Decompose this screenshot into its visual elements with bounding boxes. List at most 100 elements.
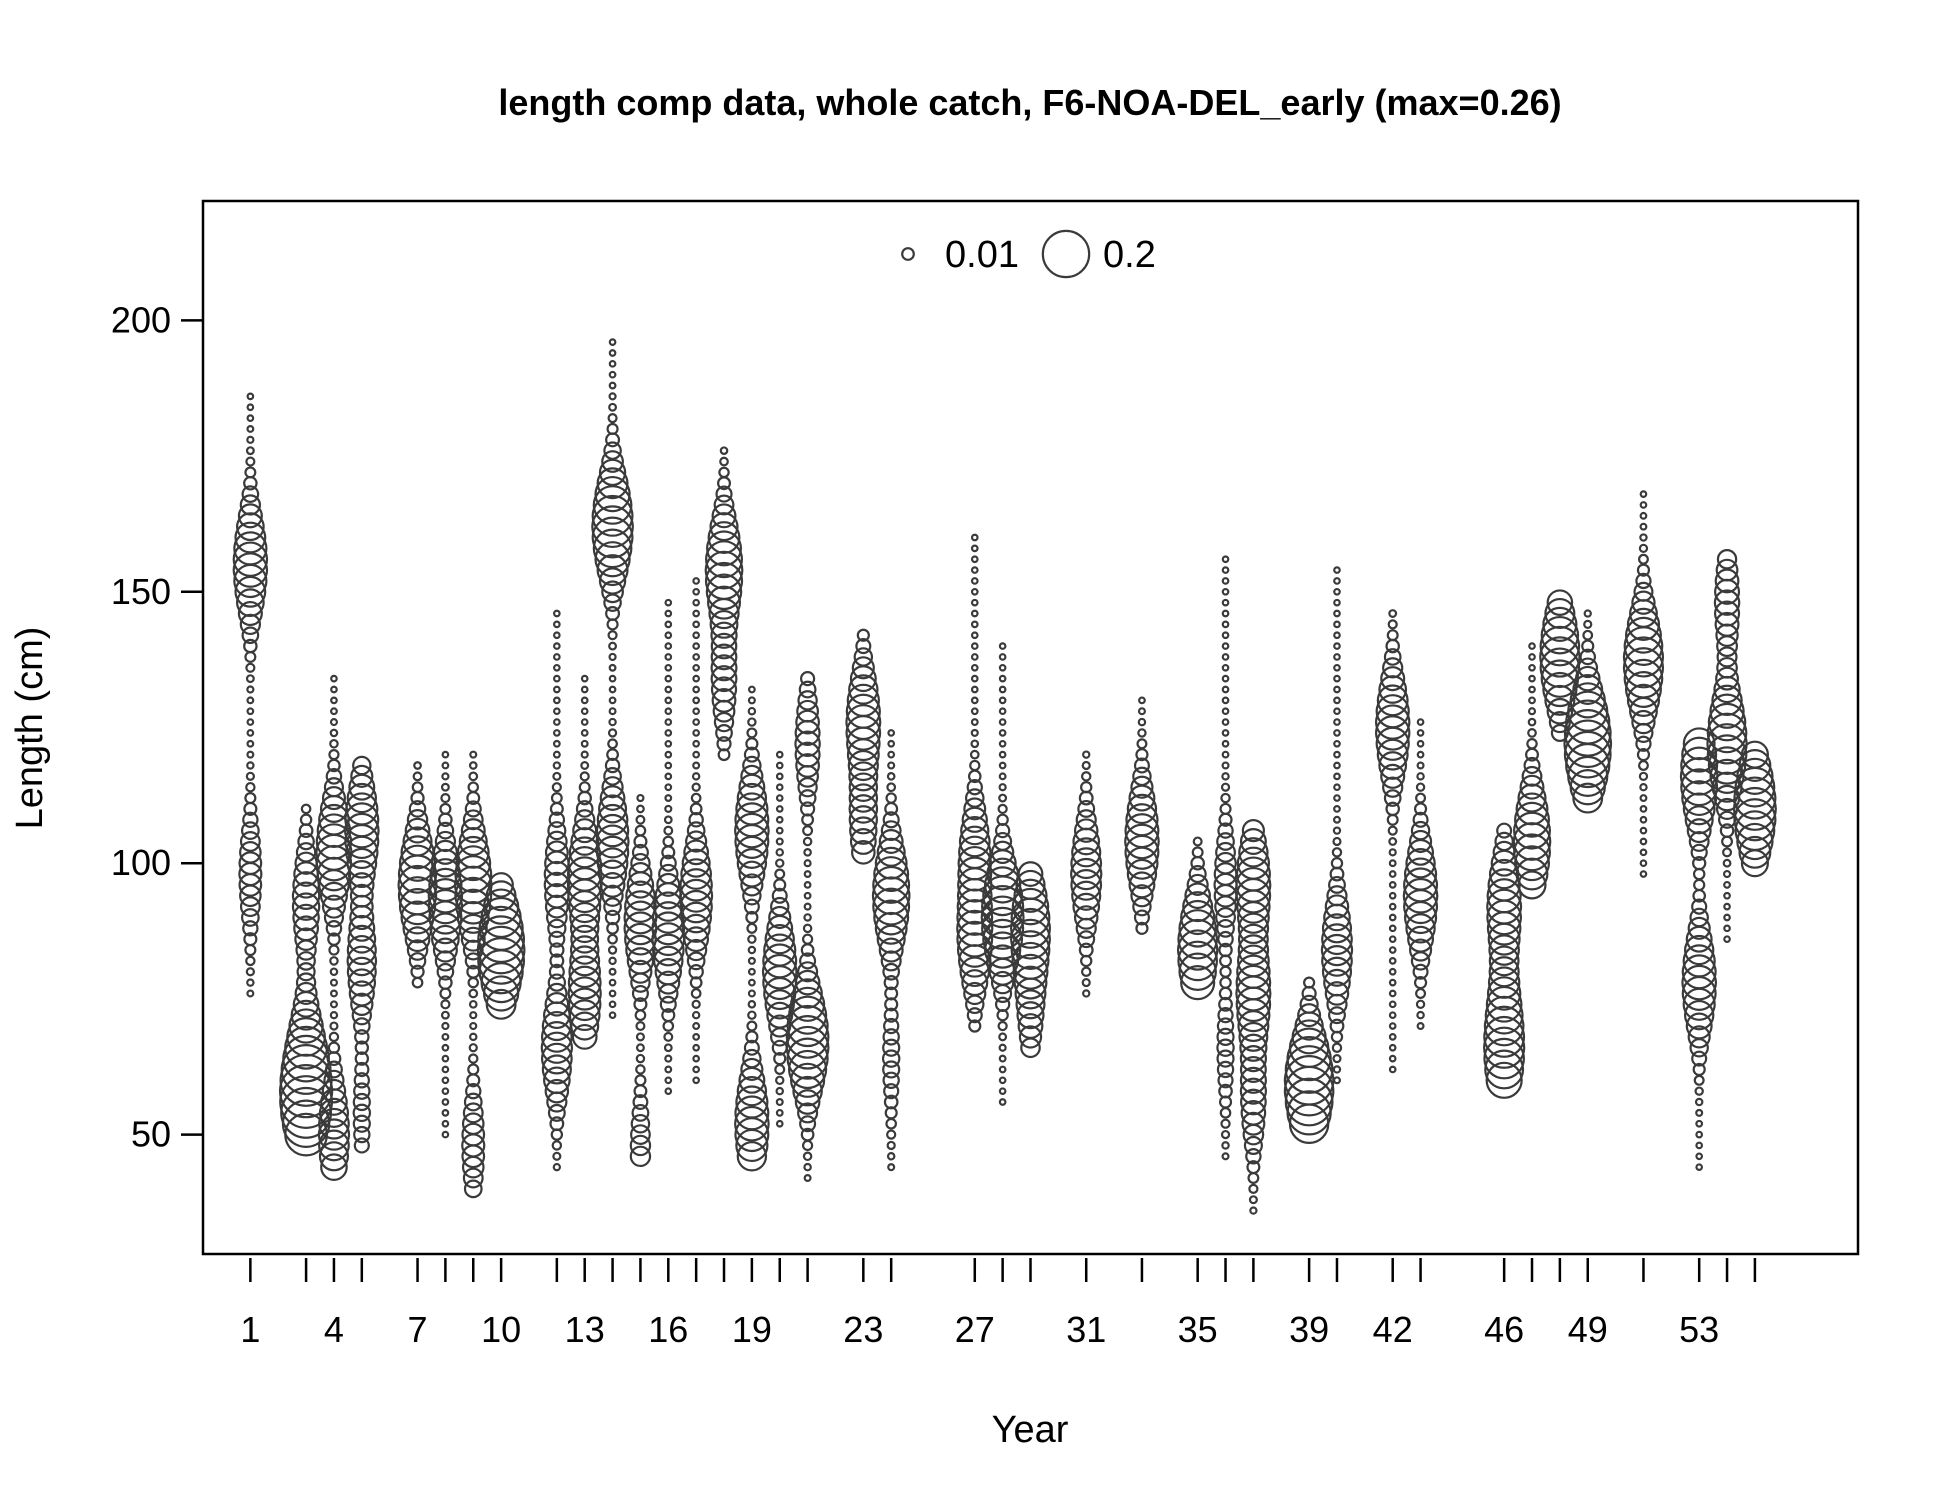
bubble-point xyxy=(680,858,713,890)
bubble-point xyxy=(1734,810,1776,852)
bubble-point xyxy=(1217,822,1234,839)
bubble-point xyxy=(1723,880,1731,889)
bubble-point xyxy=(968,1019,982,1033)
bubble-point xyxy=(1221,663,1230,672)
year-column xyxy=(845,628,882,865)
bubble-point xyxy=(1137,717,1147,727)
x-tick-label: 23 xyxy=(843,1309,883,1350)
x-tick-label: 31 xyxy=(1066,1309,1106,1350)
year-column xyxy=(1679,727,1719,1171)
bubble-point xyxy=(961,969,989,997)
bubble-point xyxy=(1488,934,1520,966)
bubble-point xyxy=(553,609,561,618)
bubble-point xyxy=(692,620,700,629)
bubble-point xyxy=(244,792,257,805)
bubble-point xyxy=(1528,696,1536,705)
bubble-point xyxy=(608,338,617,346)
bubble-point xyxy=(886,1152,896,1161)
bubble-point xyxy=(608,978,617,987)
bubble-point xyxy=(998,685,1007,694)
bubble-point xyxy=(1716,549,1738,570)
bubble-point xyxy=(540,1031,574,1064)
bubble-point xyxy=(547,973,567,992)
bubble-point xyxy=(591,516,634,559)
year-column xyxy=(591,338,634,1020)
bubble-point xyxy=(664,1076,673,1085)
bubble-point xyxy=(786,1004,829,1048)
bubble-point xyxy=(845,693,881,729)
bubble-point xyxy=(1512,822,1552,861)
bubble-point xyxy=(1405,913,1436,944)
bubble-point xyxy=(766,1001,794,1029)
bubble-point xyxy=(1241,1111,1266,1136)
bubble-point xyxy=(295,972,317,993)
bubble-point xyxy=(460,818,486,844)
bubble-point xyxy=(1527,728,1537,738)
bubble-point xyxy=(1374,704,1411,740)
bubble-point xyxy=(1639,870,1648,878)
bubble-point xyxy=(958,825,991,858)
bubble-point xyxy=(1130,775,1154,799)
year-column xyxy=(1213,555,1238,1161)
bubble-point xyxy=(794,969,821,996)
bubble-point xyxy=(607,738,618,750)
bubble-point xyxy=(553,696,561,705)
bubble-point xyxy=(1542,671,1578,708)
bubble-point xyxy=(242,811,259,828)
bubble-point xyxy=(882,1038,901,1057)
bubble-point xyxy=(692,631,700,640)
bubble-point xyxy=(1388,1065,1397,1074)
bubble-point xyxy=(771,887,788,904)
bubble-point xyxy=(1683,934,1715,966)
bubble-point xyxy=(1388,913,1397,922)
bubble-point xyxy=(775,815,784,824)
bubble-point xyxy=(705,540,744,579)
bubble-point xyxy=(344,802,380,838)
bubble-point xyxy=(596,803,629,836)
bubble-point xyxy=(1682,944,1716,978)
bubble-point xyxy=(569,935,600,965)
bubble-point xyxy=(349,872,375,898)
bubble-point xyxy=(798,789,817,807)
bubble-point xyxy=(293,915,320,942)
bubble-point xyxy=(1567,690,1609,732)
bubble-point xyxy=(882,1060,901,1079)
bubble-point xyxy=(570,827,600,856)
bubble-point xyxy=(345,792,379,826)
bubble-point xyxy=(1408,938,1433,962)
bubble-point xyxy=(595,813,630,848)
bubble-point xyxy=(664,631,673,640)
bubble-point xyxy=(608,402,618,412)
bubble-point xyxy=(1243,1135,1263,1155)
bubble-point xyxy=(1236,944,1270,978)
bubble-point xyxy=(1513,811,1551,850)
bubble-point xyxy=(710,643,738,671)
bubble-point xyxy=(1221,1141,1230,1150)
year-column xyxy=(785,671,830,1183)
bubble-point xyxy=(785,1025,830,1070)
bubble-point xyxy=(797,777,818,798)
bubble-point xyxy=(1486,888,1523,925)
bubble-point xyxy=(998,653,1007,661)
bubble-point xyxy=(412,771,423,782)
bubble-point xyxy=(319,881,348,910)
bubble-point xyxy=(298,823,314,839)
bubble-point xyxy=(1071,880,1102,911)
bubble-point xyxy=(1410,820,1431,841)
bubble-point xyxy=(692,1076,700,1085)
bubble-point xyxy=(802,1151,813,1162)
bubble-point xyxy=(1078,942,1094,958)
bubble-point xyxy=(548,930,566,948)
bubble-point xyxy=(1333,815,1341,824)
bubble-point xyxy=(882,1071,900,1090)
x-axis-label: Year xyxy=(992,1409,1069,1451)
bubble-point xyxy=(1241,819,1265,843)
bubble-point xyxy=(1740,740,1769,769)
bubble-point xyxy=(664,750,673,759)
bubble-point xyxy=(1221,707,1230,716)
bubble-point xyxy=(1690,843,1708,861)
legend-swatch xyxy=(1041,229,1091,279)
bubble-point xyxy=(245,967,255,977)
bubble-point xyxy=(958,835,992,870)
bubble-point xyxy=(998,696,1007,705)
